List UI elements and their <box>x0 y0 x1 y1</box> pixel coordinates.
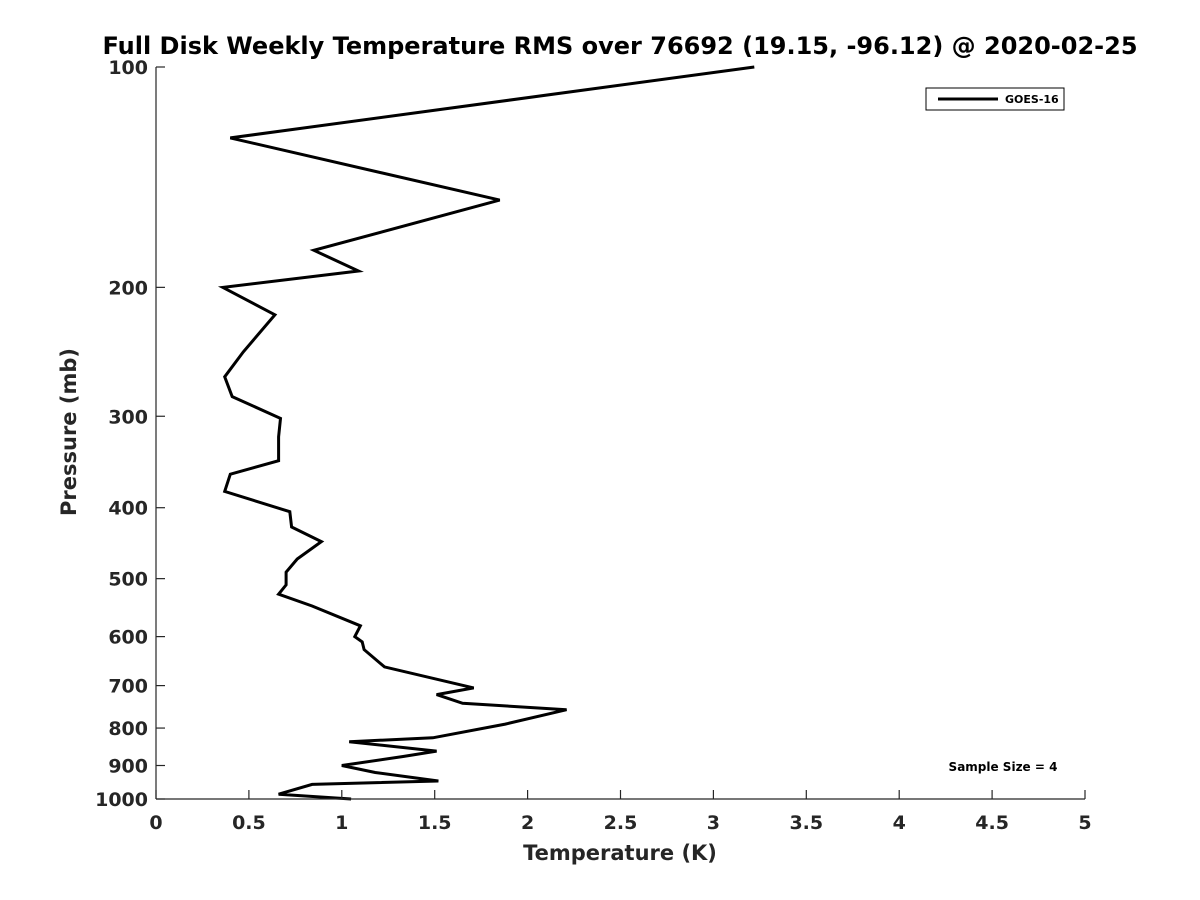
x-tick-label: 0 <box>149 812 162 834</box>
x-tick-label: 5 <box>1078 812 1091 834</box>
y-tick-label: 900 <box>108 756 148 778</box>
y-tick-label: 800 <box>108 718 148 740</box>
x-tick-label: 3.5 <box>789 812 823 834</box>
y-tick-label: 700 <box>108 676 148 698</box>
series-layer <box>217 65 755 801</box>
x-tick-label: 2.5 <box>604 812 638 834</box>
x-tick-label: 1.5 <box>418 812 452 834</box>
chart-title: Full Disk Weekly Temperature RMS over 76… <box>102 32 1137 60</box>
x-tick-label: 4.5 <box>975 812 1009 834</box>
x-tick-label: 4 <box>893 812 906 834</box>
ticks-layer: 0 0.5 1 1.5 2 2.5 3 3.5 4 4.5 5 100 200 300 400 500 600 7… <box>95 57 1092 834</box>
x-tick-label: 3 <box>707 812 720 834</box>
y-tick-label: 400 <box>108 498 148 520</box>
sample-size-annotation: Sample Size = 4 <box>949 760 1058 774</box>
series-line-goes-16 <box>217 65 755 801</box>
legend: GOES-16 <box>925 87 1065 111</box>
y-axis-label: Pressure (mb) <box>57 348 81 516</box>
axes-layer <box>155 67 1085 800</box>
legend-label-goes-16: GOES-16 <box>1005 93 1059 106</box>
y-tick-label: 600 <box>108 627 148 649</box>
plot-area <box>156 67 1085 799</box>
x-tick-label: 2 <box>521 812 534 834</box>
y-tick-label: 500 <box>108 569 148 591</box>
y-tick-label: 100 <box>108 57 148 79</box>
x-tick-label: 1 <box>335 812 348 834</box>
y-tick-label: 300 <box>108 406 148 428</box>
x-axis-label: Temperature (K) <box>523 841 717 865</box>
y-tick-label: 1000 <box>95 789 148 811</box>
x-tick-label: 0.5 <box>232 812 266 834</box>
y-tick-label: 200 <box>108 277 148 299</box>
